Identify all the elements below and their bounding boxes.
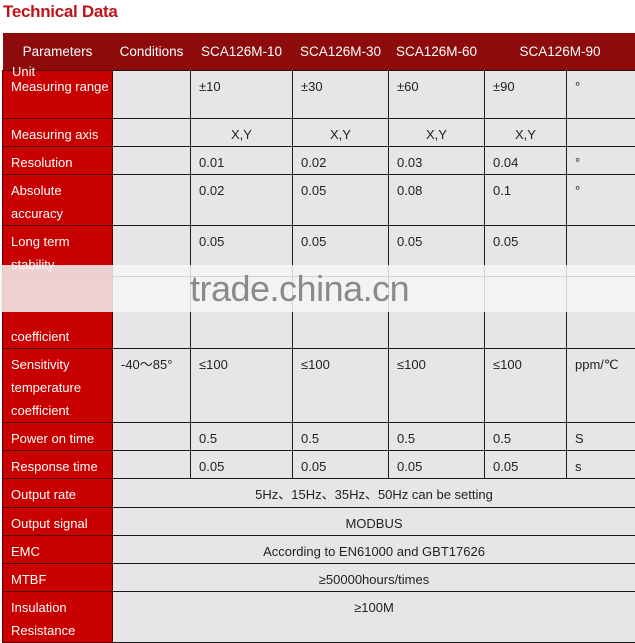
column-header: SCA126M-90 <box>485 33 635 70</box>
spanned-value: ≥50000hours/times <box>113 563 635 591</box>
condition-cell <box>113 146 191 174</box>
value-cell: 0.5 <box>389 422 485 450</box>
parameter-label: Insulation Resistance <box>3 591 113 642</box>
parameter-label: Response time <box>3 450 113 478</box>
table-row: Measuring range±10±30±60±90° <box>3 70 635 118</box>
value-cell: 0.02 <box>191 174 293 225</box>
unit-cell: ° <box>567 174 635 225</box>
value-cell: ±60 <box>389 70 485 118</box>
table-row: Sensitivity temperature coefficient-40～8… <box>3 348 635 422</box>
value-cell: ≤100 <box>389 348 485 422</box>
condition-cell: -40～85° <box>113 348 191 422</box>
value-cell: 0.05 <box>389 450 485 478</box>
condition-cell <box>113 70 191 118</box>
column-header: SCA126M-60 <box>389 33 485 70</box>
spanned-value: ≥100M <box>113 591 635 642</box>
value-cell: 0.05 <box>485 450 567 478</box>
condition-cell <box>113 174 191 225</box>
value-cell: ±90 <box>485 70 567 118</box>
value-cell: X,Y <box>191 118 293 146</box>
value-cell: 0.5 <box>485 422 567 450</box>
value-cell: 0.04 <box>485 146 567 174</box>
parameter-label: Absolute accuracy <box>3 174 113 225</box>
value-cell: ±10 <box>191 70 293 118</box>
unit-cell: ° <box>567 146 635 174</box>
spanned-value: According to EN61000 and GBT17626 <box>113 535 635 563</box>
value-cell: ≤100 <box>485 348 567 422</box>
table-row: Insulation Resistance≥100M <box>3 591 635 642</box>
value-cell: ≤100 <box>293 348 389 422</box>
unit-header: Unit <box>12 64 35 79</box>
table-row: MTBF≥50000hours/times <box>3 563 635 591</box>
value-cell: 0.01 <box>191 146 293 174</box>
value-cell: 0.05 <box>191 450 293 478</box>
value-cell: X,Y <box>389 118 485 146</box>
parameter-label: Output rate <box>3 478 113 507</box>
value-cell: X,Y <box>293 118 389 146</box>
unit-cell: s <box>567 450 635 478</box>
page-title: Technical Data <box>3 2 118 22</box>
column-header: SCA126M-30 <box>293 33 389 70</box>
value-cell: ±30 <box>293 70 389 118</box>
parameter-label: Power on time <box>3 422 113 450</box>
value-cell: 0.08 <box>389 174 485 225</box>
watermark: trade.china.cn <box>190 268 409 310</box>
value-cell: ≤100 <box>191 348 293 422</box>
value-cell: 0.1 <box>485 174 567 225</box>
spanned-value: 5Hz、15Hz、35Hz、50Hz can be setting <box>113 478 635 507</box>
parameter-label: MTBF <box>3 563 113 591</box>
value-cell: X,Y <box>485 118 567 146</box>
parameter-label: Measuring axis <box>3 118 113 146</box>
parameter-label: Sensitivity temperature coefficient <box>3 348 113 422</box>
condition-cell <box>113 118 191 146</box>
value-cell: 0.03 <box>389 146 485 174</box>
unit-cell <box>567 118 635 146</box>
condition-cell <box>113 422 191 450</box>
column-header: SCA126M-10 <box>191 33 293 70</box>
condition-cell <box>113 450 191 478</box>
value-cell: 0.05 <box>293 174 389 225</box>
unit-cell: ° <box>567 70 635 118</box>
value-cell: 0.02 <box>293 146 389 174</box>
parameter-label: EMC <box>3 535 113 563</box>
value-cell: 0.5 <box>191 422 293 450</box>
parameter-label: Resolution <box>3 146 113 174</box>
unit-cell: ppm/℃ <box>567 348 635 422</box>
value-cell: 0.5 <box>293 422 389 450</box>
column-header: Conditions <box>113 33 191 70</box>
parameter-label: Output signal <box>3 507 113 535</box>
spanned-value: MODBUS <box>113 507 635 535</box>
unit-cell: S <box>567 422 635 450</box>
value-cell: 0.05 <box>293 450 389 478</box>
